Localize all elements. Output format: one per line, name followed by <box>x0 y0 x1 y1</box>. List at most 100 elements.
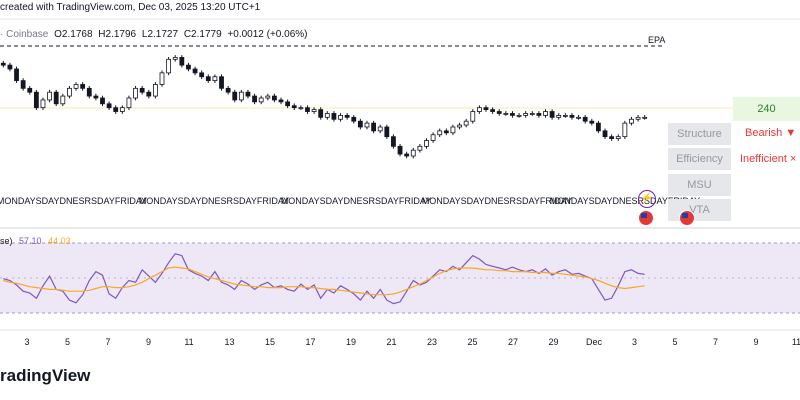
x-tick-label: 15 <box>265 337 275 347</box>
candle <box>186 64 191 70</box>
candle <box>205 76 211 81</box>
candle <box>324 113 330 118</box>
candle <box>133 87 138 99</box>
candle <box>371 122 376 132</box>
x-tick-label: 11 <box>792 337 800 347</box>
candle <box>516 115 522 117</box>
candle <box>272 95 277 101</box>
candle <box>245 91 251 97</box>
candle <box>503 113 509 115</box>
x-tick-label: 9 <box>146 337 151 347</box>
candle <box>536 113 542 116</box>
candle <box>589 120 595 124</box>
candle <box>265 95 271 99</box>
candle <box>0 62 6 66</box>
ohlc-close: C2.1779 <box>183 29 222 40</box>
x-tick-label: 17 <box>305 337 315 347</box>
x-tick-label: 27 <box>508 337 518 347</box>
candle <box>457 124 462 128</box>
ohlc-high: H2.1796 <box>98 29 137 40</box>
candle <box>410 149 416 157</box>
candle <box>311 109 317 112</box>
structure-button[interactable]: Structure <box>668 123 731 145</box>
candle <box>483 107 489 110</box>
candle <box>331 113 337 120</box>
candle <box>510 113 515 116</box>
candle <box>450 126 456 134</box>
lightning-icon[interactable]: ⚡ <box>638 190 656 208</box>
candle <box>443 130 449 134</box>
x-tick-label: 5 <box>65 337 70 347</box>
candle <box>152 84 158 97</box>
x-tick-label: 11 <box>184 337 193 347</box>
candle <box>642 116 648 119</box>
candle <box>33 91 39 109</box>
candle <box>463 120 469 126</box>
candle <box>476 107 482 112</box>
candle <box>298 107 304 110</box>
candle <box>238 91 244 101</box>
x-tick-label: 13 <box>224 337 234 347</box>
candle <box>397 145 403 155</box>
candle <box>596 122 601 132</box>
rsi-ma-line <box>3 266 645 296</box>
event-label: MONDAYSDAYDNESRSDAYFRIDAY <box>139 196 289 206</box>
candle <box>67 87 72 97</box>
candle <box>490 109 496 112</box>
candle <box>344 115 350 118</box>
candle <box>384 126 390 138</box>
candle <box>285 101 291 107</box>
x-tick-label: Dec <box>586 337 603 347</box>
candle <box>225 87 231 93</box>
candle <box>27 87 33 93</box>
ohlc-open: O2.1768 <box>54 29 93 40</box>
candle <box>430 134 436 141</box>
candle <box>119 107 125 112</box>
candle <box>232 91 238 101</box>
us-flag-icon[interactable] <box>638 210 654 226</box>
candle <box>305 107 310 112</box>
candle <box>523 113 529 116</box>
candle <box>576 116 581 119</box>
candles-group <box>0 55 648 159</box>
msu-button[interactable]: MSU <box>668 174 731 196</box>
candle <box>562 115 568 117</box>
candle <box>47 91 52 101</box>
candle <box>569 115 575 118</box>
us-flag-icon-2[interactable] <box>679 210 695 226</box>
event-label: MONDAYSDAYDNESRSDAYFRIDAY <box>281 196 431 206</box>
candle <box>212 76 218 81</box>
rsi-ma-value: 44.03 <box>48 236 71 246</box>
candle <box>252 95 257 103</box>
candle <box>609 136 615 140</box>
candle <box>172 57 178 60</box>
efficiency-button[interactable]: Efficiency <box>668 148 731 170</box>
candle <box>73 84 79 89</box>
ohlc-change: +0.0012 (+0.06%) <box>227 29 308 40</box>
candle <box>629 118 634 124</box>
x-tick-label: 23 <box>427 337 437 347</box>
candle <box>635 116 641 120</box>
candle <box>139 87 145 93</box>
vta-button[interactable]: VTA <box>668 199 731 221</box>
candle <box>258 97 264 103</box>
x-tick-label: 19 <box>346 337 356 347</box>
rsi-legend: se) 57.10 44.03 <box>0 236 71 246</box>
rsi-label-prefix: se) <box>0 236 13 246</box>
x-tick-label: 21 <box>386 337 396 347</box>
candle <box>166 58 172 74</box>
time-axis: 3 5 7 9 11 13 15 17 19 21 23 25 27 29 Dec 3 5 7 9 11 <box>24 337 800 347</box>
candle <box>543 111 548 116</box>
candle <box>199 72 205 78</box>
x-tick-label: 3 <box>632 337 637 347</box>
rsi-lines-group <box>3 253 645 305</box>
candle <box>86 87 92 97</box>
event-label: MONDAYSDAYDNESRSDAYFRIDAY <box>422 196 572 206</box>
efficiency-status: Inefficient × <box>740 153 797 165</box>
candle <box>60 95 66 105</box>
candle <box>53 91 59 105</box>
x-tick-label: 29 <box>548 337 558 347</box>
candle <box>470 111 476 122</box>
candle <box>113 107 119 112</box>
